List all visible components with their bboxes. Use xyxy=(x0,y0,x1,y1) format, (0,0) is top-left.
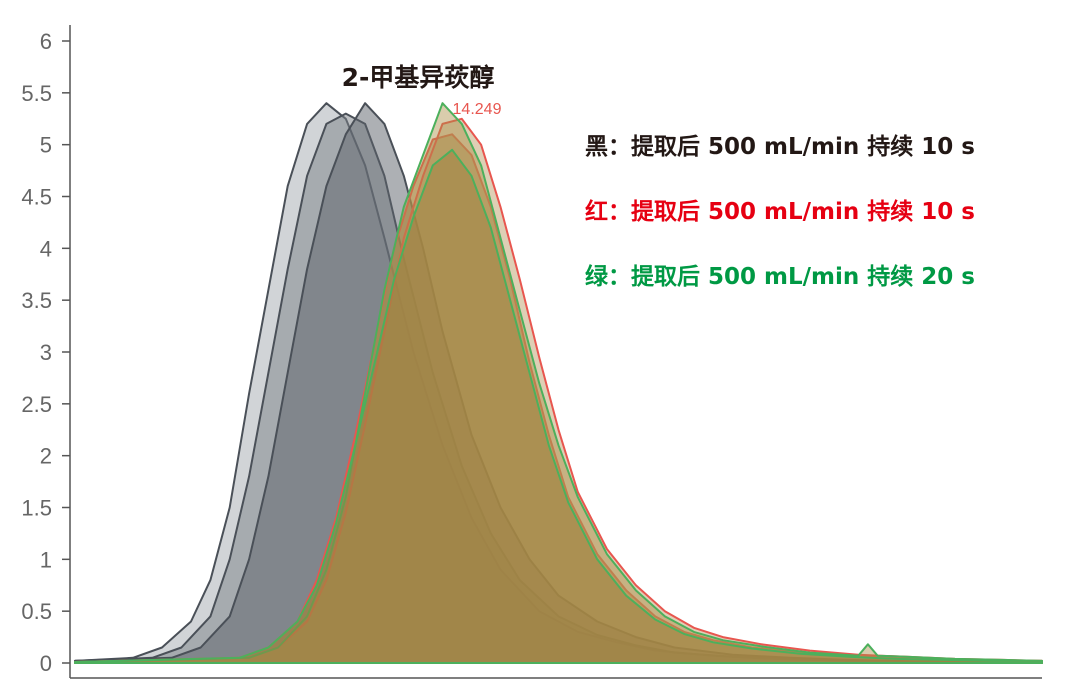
series-area-green-5 xyxy=(74,102,1043,664)
y-tick-label: 3.5 xyxy=(21,288,52,313)
y-tick-label: 0.5 xyxy=(21,599,52,624)
y-tick-label: 4.5 xyxy=(21,185,52,210)
y-tick-label: 2 xyxy=(40,444,52,469)
legend: 黑：提取后 500 mL/min 持续 10 s 红：提取后 500 mL/mi… xyxy=(585,133,975,290)
axes: 0 0.5 1 1.5 2 2.5 3 3.5 4 4.5 5 5.5 6 xyxy=(21,25,1042,679)
chart-title: 2-甲基异莰醇 xyxy=(342,63,495,92)
legend-item-red: 红：提取后 500 mL/min 持续 10 s xyxy=(585,198,975,225)
series-area-green-6 xyxy=(74,148,1043,664)
y-tick-label: 2.5 xyxy=(21,392,52,417)
y-tick-label: 5.5 xyxy=(21,81,52,106)
y-tick-label: 6 xyxy=(40,29,52,54)
y-tick-label: 4 xyxy=(40,236,52,261)
legend-item-black: 黑：提取后 500 mL/min 持续 10 s xyxy=(585,133,975,160)
y-tick-label: 3 xyxy=(40,340,52,365)
legend-item-green: 绿：提取后 500 mL/min 持续 20 s xyxy=(585,263,975,290)
series-area-red-3 xyxy=(74,133,1043,664)
y-tick-label: 1 xyxy=(40,547,52,572)
y-tick-label: 5 xyxy=(40,133,52,158)
y-tick-label: 1.5 xyxy=(21,496,52,521)
series-layer xyxy=(74,102,1043,664)
peak-label: 14.249 xyxy=(453,101,502,118)
y-ticks: 0 0.5 1 1.5 2 2.5 3 3.5 4 4.5 5 5.5 6 xyxy=(21,29,70,676)
y-tick-label: 0 xyxy=(40,651,52,676)
